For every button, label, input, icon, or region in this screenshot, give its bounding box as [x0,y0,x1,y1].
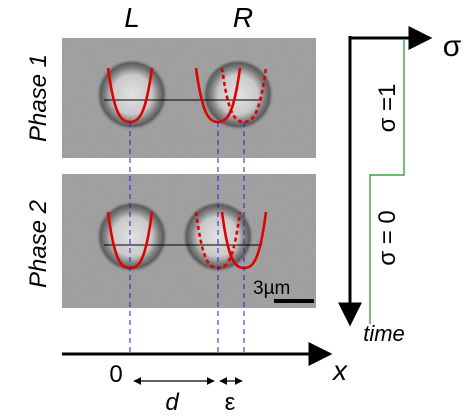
phase-1-label: Phase 1 [25,54,52,142]
state-lower-label: σ = 0 [374,210,401,266]
distance-label: d [165,389,179,416]
scale-bar-label: 3µm [253,278,290,299]
phase-2-panel: 3µm [62,174,316,308]
phase-1-panel [62,38,316,158]
origin-label: 0 [109,361,122,388]
protocol-plot: σ time σ =1 σ = 0 [338,26,462,346]
state-upper-label: σ =1 [374,84,401,133]
offset-label: ε [225,389,236,416]
guide-lines [129,122,245,352]
x-axis-label: x [331,355,348,386]
sigma-axis-label: σ [443,30,462,63]
time-axis-label: time [363,321,405,346]
left-trap-label: L [124,2,140,33]
phase-2-label: Phase 2 [25,200,52,288]
right-bead [182,202,254,274]
right-potential-well-shifted [220,67,268,124]
right-trap-label: R [233,2,253,33]
protocol-trace [369,40,405,324]
